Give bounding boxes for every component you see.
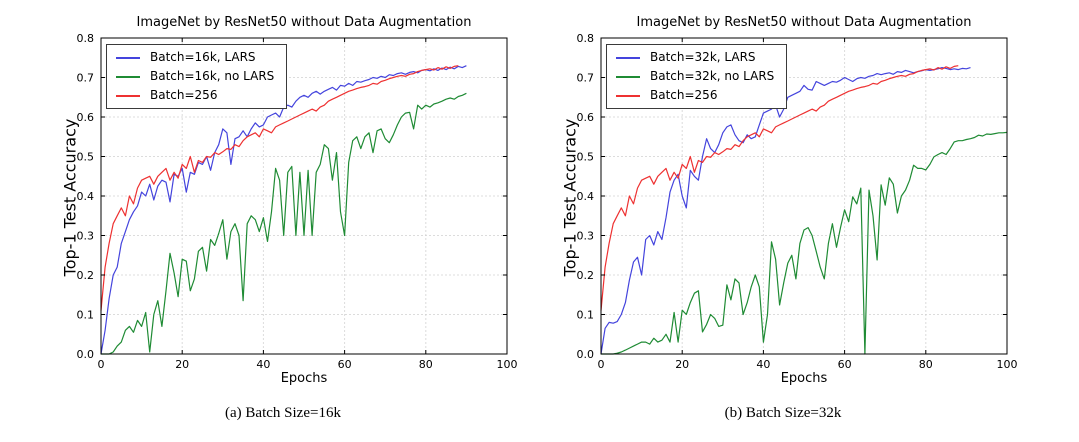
y-tick-label: 0.5	[577, 151, 595, 164]
legend-label: Batch=16k, LARS	[150, 50, 256, 64]
y-tick-label: 0.2	[577, 269, 595, 282]
legend-line-swatch	[616, 56, 640, 59]
chart-b-legend: Batch=32k, LARS Batch=32k, no LARS Batch…	[606, 44, 788, 109]
x-tick-label: 80	[419, 358, 433, 371]
legend-line-swatch	[116, 56, 140, 59]
chart-b-title: ImageNet by ResNet50 without Data Augmen…	[636, 15, 972, 30]
x-tick-label: 0	[98, 358, 105, 371]
legend-line-swatch	[116, 75, 140, 78]
caption-a: (a) Batch Size=16k	[225, 405, 341, 421]
series-line-batch-256	[100, 65, 459, 311]
y-tick-label: 0.4	[577, 190, 595, 203]
y-tick-label: 0.5	[77, 151, 95, 164]
y-tick-label: 0.3	[577, 230, 595, 243]
y-tick-label: 0.7	[577, 72, 595, 85]
y-tick-label: 0.3	[77, 230, 95, 243]
y-tick-label: 0.6	[77, 111, 95, 124]
series-line-batch-256	[600, 65, 959, 311]
legend-label: Batch=256	[650, 88, 718, 102]
x-tick-label: 100	[497, 358, 518, 371]
legend-label: Batch=256	[150, 88, 218, 102]
x-tick-label: 60	[338, 358, 352, 371]
chart-a-xlabel: Epochs	[280, 371, 328, 386]
series-line-batch-32k-lars	[600, 66, 971, 355]
y-tick-label: 0.0	[577, 348, 595, 361]
caption-b: (b) Batch Size=32k	[724, 405, 842, 421]
legend-line-swatch	[616, 75, 640, 78]
chart-a-legend: Batch=16k, LARS Batch=16k, no LARS Batch…	[106, 44, 288, 109]
x-tick-label: 100	[997, 358, 1018, 371]
legend-label: Batch=16k, no LARS	[150, 69, 275, 83]
y-tick-label: 0.8	[577, 32, 595, 45]
chart-a-ylabel: Top-1 Test Accuracy	[60, 118, 80, 277]
legend-label: Batch=32k, LARS	[650, 50, 756, 64]
legend-line-swatch	[616, 94, 640, 97]
y-tick-label: 0.4	[77, 190, 95, 203]
legend-entry: Batch=16k, no LARS	[116, 67, 274, 86]
y-tick-label: 0.2	[77, 269, 95, 282]
y-tick-label: 0.0	[77, 348, 95, 361]
chart-a-title: ImageNet by ResNet50 without Data Augmen…	[136, 15, 472, 30]
y-tick-label: 0.8	[77, 32, 95, 45]
x-tick-label: 40	[756, 358, 770, 371]
legend-entry: Batch=32k, no LARS	[616, 67, 774, 86]
legend-entry: Batch=256	[616, 86, 774, 105]
chart-a-plot: 0 20 40 60 80 100 0.0 0.1 0.2 0.3 0.4 0.5 0.6 0.7 0.8	[77, 32, 518, 371]
y-tick-label: 0.1	[77, 309, 95, 322]
y-tick-label: 0.7	[77, 72, 95, 85]
legend-line-swatch	[116, 94, 140, 97]
series-line-batch-32k-no-lars	[601, 131, 1008, 355]
x-tick-label: 80	[919, 358, 933, 371]
legend-entry: Batch=32k, LARS	[616, 48, 774, 67]
x-tick-label: 60	[838, 358, 852, 371]
x-tick-label: 0	[598, 358, 605, 371]
x-tick-label: 40	[256, 358, 270, 371]
legend-entry: Batch=256	[116, 86, 274, 105]
chart-b-xlabel: Epochs	[780, 371, 828, 386]
series-line-batch-16k-no-lars	[101, 92, 467, 355]
y-tick-label: 0.1	[577, 309, 595, 322]
x-tick-label: 20	[675, 358, 689, 371]
x-tick-label: 20	[175, 358, 189, 371]
chart-b-ylabel: Top-1 Test Accuracy	[560, 118, 580, 277]
legend-entry: Batch=16k, LARS	[116, 48, 274, 67]
y-tick-label: 0.6	[577, 111, 595, 124]
legend-label: Batch=32k, no LARS	[650, 69, 775, 83]
